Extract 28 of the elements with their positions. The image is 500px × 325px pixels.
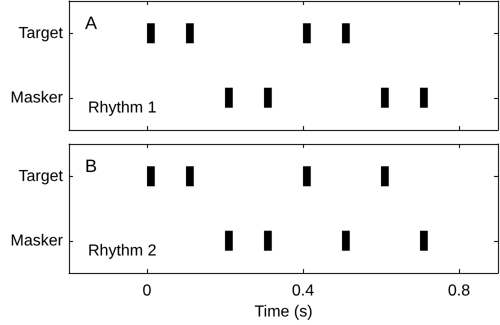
bar [420, 230, 428, 251]
annotation: Rhythm 1 [88, 100, 157, 116]
bar [147, 23, 155, 44]
annotation: Rhythm 2 [88, 242, 157, 260]
bar [303, 23, 311, 44]
bar [186, 166, 194, 186]
y-tick-label: Masker [10, 89, 64, 106]
y-tick-label: Masker [10, 232, 64, 250]
bar [342, 23, 350, 44]
bar [225, 230, 233, 251]
bar [147, 166, 155, 186]
bar [342, 230, 350, 251]
bar [264, 88, 272, 108]
x-axis-title: Time (s) [254, 303, 313, 320]
text: A [85, 13, 98, 33]
y-tick-label: Target [18, 24, 64, 42]
bar [264, 230, 272, 251]
y-tick-label: Target [18, 168, 64, 185]
bar [420, 88, 428, 108]
text: B [85, 156, 98, 176]
bar [225, 88, 233, 108]
bar [186, 23, 194, 44]
bar [303, 166, 311, 186]
bar [381, 88, 389, 108]
x-tick-label: 0.8 [448, 282, 470, 300]
bar [381, 166, 389, 186]
x-tick-label: 0.4 [292, 282, 314, 300]
x-tick-label: 0 [142, 282, 152, 300]
